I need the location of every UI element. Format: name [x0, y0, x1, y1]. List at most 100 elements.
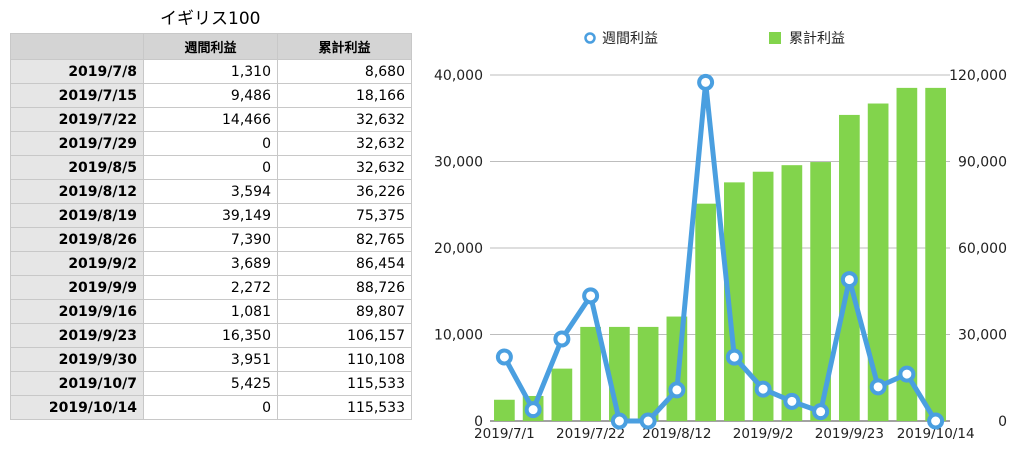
y-left-tick-label: 30,000 — [434, 155, 483, 171]
row-weekly: 7,390 — [143, 227, 278, 252]
line-point — [754, 380, 772, 398]
header-corner — [10, 33, 144, 60]
row-total: 88,726 — [277, 275, 412, 300]
table-header-row: 週間利益 累計利益 — [10, 33, 412, 60]
header-weekly: 週間利益 — [143, 33, 278, 60]
line-point — [524, 401, 542, 419]
row-total: 115,533 — [277, 371, 412, 396]
line-point — [639, 412, 657, 430]
line-point — [869, 378, 887, 396]
line-point — [783, 392, 801, 410]
row-weekly: 3,951 — [143, 347, 278, 372]
row-weekly: 0 — [143, 131, 278, 156]
y-right-tick-label: 90,000 — [958, 155, 1007, 171]
table-row: 2019/8/5 0 32,632 — [10, 155, 412, 180]
bar — [609, 326, 630, 421]
row-total: 75,375 — [277, 203, 412, 228]
row-date: 2019/7/29 — [10, 131, 144, 156]
line-point — [553, 330, 571, 348]
row-weekly: 9,486 — [143, 83, 278, 108]
line-point — [812, 403, 830, 421]
table-row: 2019/9/2 3,689 86,454 — [10, 251, 412, 276]
line-point — [697, 73, 715, 91]
row-total: 36,226 — [277, 179, 412, 204]
y-left-tick-label: 40,000 — [434, 68, 483, 84]
row-date: 2019/8/12 — [10, 179, 144, 204]
row-date: 2019/7/15 — [10, 83, 144, 108]
bar — [752, 171, 774, 421]
bar — [810, 162, 831, 421]
row-total: 110,108 — [277, 347, 412, 372]
line-point — [582, 287, 600, 305]
table-title: イギリス100 — [160, 9, 261, 29]
profit-table: 週間利益 累計利益 2019/7/8 1,310 8,680 2019/7/15 9,4… — [10, 33, 412, 420]
row-total: 8,680 — [277, 59, 412, 84]
x-tick-label: 2019/9/2 — [733, 426, 794, 442]
row-date: 2019/10/14 — [10, 395, 144, 420]
header-total: 累計利益 — [277, 33, 412, 60]
row-date: 2019/9/30 — [10, 347, 144, 372]
line-point — [610, 412, 628, 430]
table-row: 2019/10/7 5,425 115,533 — [10, 371, 412, 396]
y-left-tick-label: 20,000 — [434, 241, 483, 257]
table-row: 2019/7/8 1,310 8,680 — [10, 59, 412, 84]
row-weekly: 1,081 — [143, 299, 278, 324]
row-total: 89,807 — [277, 299, 412, 324]
row-weekly: 2,272 — [143, 275, 278, 300]
bar — [839, 114, 860, 421]
row-weekly: 16,350 — [143, 323, 278, 348]
row-total: 18,166 — [277, 83, 412, 108]
row-weekly: 14,466 — [143, 107, 278, 132]
table-row: 2019/9/16 1,081 89,807 — [10, 299, 412, 324]
table-row: 2019/8/19 39,149 75,375 — [10, 203, 412, 228]
row-date: 2019/7/8 — [10, 59, 144, 84]
x-tick-label: 2019/7/1 — [474, 426, 535, 442]
row-weekly: 39,149 — [143, 203, 278, 228]
bar — [494, 399, 515, 421]
x-tick-label: 2019/7/22 — [556, 426, 625, 442]
line-point — [495, 348, 513, 366]
row-date: 2019/8/5 — [10, 155, 144, 180]
bar — [580, 326, 601, 421]
line-point — [927, 412, 945, 430]
table-row: 2019/7/22 14,466 32,632 — [10, 107, 412, 132]
row-total: 82,765 — [277, 227, 412, 252]
legend-line-marker — [584, 32, 596, 44]
row-date: 2019/9/23 — [10, 323, 144, 348]
legend-bar-marker — [769, 32, 781, 44]
row-weekly: 5,425 — [143, 371, 278, 396]
row-date: 2019/8/26 — [10, 227, 144, 252]
row-total: 106,157 — [277, 323, 412, 348]
x-tick-label: 2019/10/14 — [897, 426, 975, 442]
line-series — [502, 79, 938, 424]
profit-chart: 0 10,000 20,000 30,000 40,000 0 30,000 60,000 90… — [434, 31, 1007, 442]
bar — [925, 87, 946, 421]
bar — [551, 368, 573, 421]
row-weekly: 3,594 — [143, 179, 278, 204]
y-right-tick-label: 120,000 — [949, 68, 1007, 84]
y-left-tick-label: 10,000 — [434, 328, 483, 344]
row-date: 2019/9/2 — [10, 251, 144, 276]
row-total: 86,454 — [277, 251, 412, 276]
table-row: 2019/9/23 16,350 106,157 — [10, 323, 412, 348]
legend-label-total: 累計利益 — [789, 31, 845, 47]
table-row: 2019/8/12 3,594 36,226 — [10, 179, 412, 204]
row-weekly: 0 — [143, 395, 278, 420]
row-weekly: 3,689 — [143, 251, 278, 276]
x-tick-label: 2019/9/23 — [815, 426, 884, 442]
table-row: 2019/8/26 7,390 82,765 — [10, 227, 412, 252]
table-row: 2019/9/30 3,951 110,108 — [10, 347, 412, 372]
bar — [695, 203, 716, 421]
table-row: 2019/7/29 0 32,632 — [10, 131, 412, 156]
line-point — [725, 348, 743, 366]
row-date: 2019/10/7 — [10, 371, 144, 396]
bar — [896, 87, 918, 421]
line-point — [840, 271, 858, 289]
row-total: 32,632 — [277, 107, 412, 132]
x-tick-label: 2019/8/12 — [642, 426, 711, 442]
row-total: 32,632 — [277, 131, 412, 156]
y-left-tick-label: 0 — [474, 414, 483, 430]
row-date: 2019/9/16 — [10, 299, 144, 324]
y-right-tick-label: 0 — [998, 414, 1007, 430]
table-row: 2019/7/15 9,486 18,166 — [10, 83, 412, 108]
